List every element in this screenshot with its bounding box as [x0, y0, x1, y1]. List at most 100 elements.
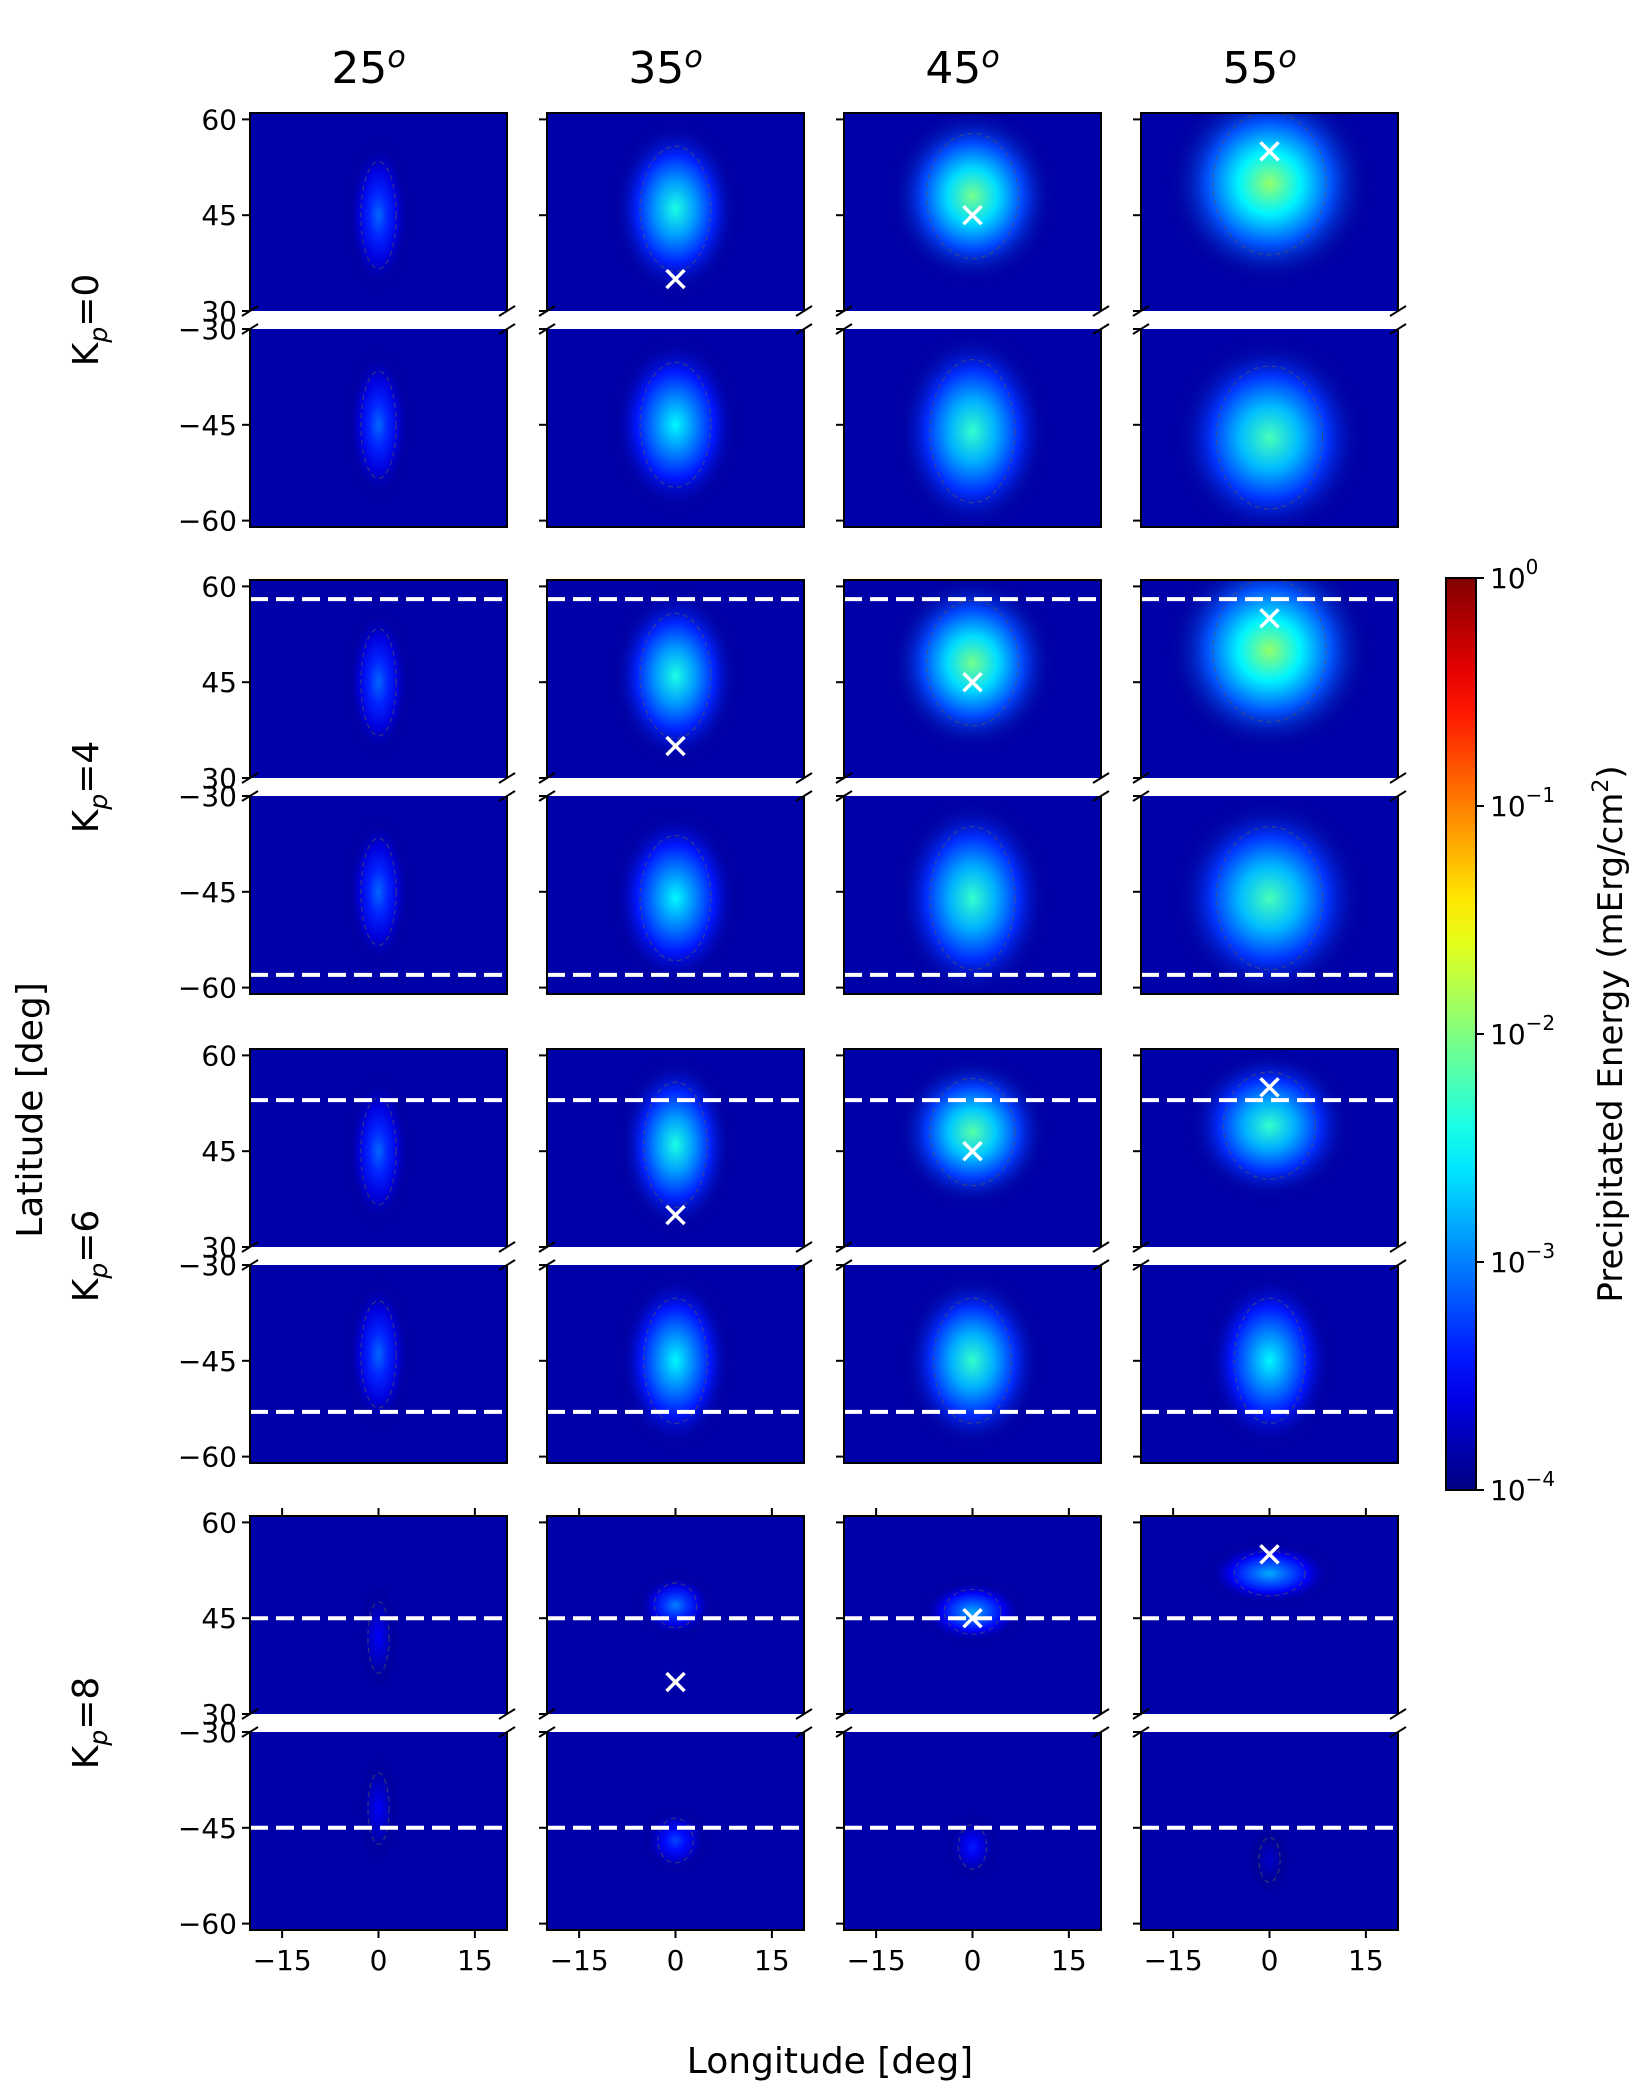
contour-line: [360, 370, 397, 480]
axis-break-mark: [1389, 1241, 1407, 1253]
y-tick-label: −45: [178, 1812, 237, 1845]
energy-blob: [346, 605, 411, 759]
axis-break-mark: [795, 305, 813, 317]
contour-line: [360, 627, 397, 737]
heatmap-panel: [1132, 112, 1407, 528]
colorbar-tick-label: 10−2: [1490, 1011, 1555, 1051]
axis-break-mark: [498, 1708, 516, 1720]
axis-break-mark: [1389, 790, 1407, 802]
axis-break-mark: [795, 1708, 813, 1720]
source-marker: [665, 735, 686, 757]
y-tick-label: 45: [201, 666, 237, 699]
source-marker: [665, 1671, 686, 1693]
axis-break-mark: [498, 1241, 516, 1253]
source-marker: [665, 268, 686, 290]
contour-line: [360, 837, 397, 947]
heatmap-panel: 60 45 30−30 −45 −60: [178, 103, 516, 538]
source-marker: [1259, 1077, 1280, 1098]
contour-line: [657, 1817, 694, 1864]
contour-line: [360, 160, 397, 270]
axis-break-mark: [1092, 323, 1110, 335]
energy-blob: [346, 138, 411, 292]
y-tick-label: −60: [178, 972, 237, 1005]
source-marker: [1259, 141, 1280, 162]
y-tick-label: 60: [201, 570, 237, 603]
heatmap-panel: 60 45 30−30 −45 −60 −15 0 15: [178, 1506, 516, 1977]
energy-blob: [889, 113, 1056, 286]
panel-frame-south: [843, 1265, 1102, 1464]
axis-break-mark: [795, 323, 813, 335]
energy-blob: [359, 1757, 398, 1860]
x-tick-label: −15: [253, 1944, 312, 1977]
axis-break-mark: [1092, 305, 1110, 317]
axis-break-mark: [1092, 1726, 1110, 1738]
axis-break-mark: [1092, 1708, 1110, 1720]
x-tick-label: 0: [370, 1944, 388, 1977]
colorbar: [1445, 577, 1477, 1491]
y-tick-label: −30: [178, 313, 237, 346]
contour-line: [1215, 365, 1324, 510]
panel-frame-south: [249, 329, 508, 528]
y-tick-label: −45: [178, 409, 237, 442]
panel-frame-south: [249, 1265, 508, 1464]
axis-break-mark: [498, 790, 516, 802]
panel-frame-south: [1140, 1265, 1399, 1464]
axis-break-mark: [1389, 1726, 1407, 1738]
heatmap-panel: [835, 1048, 1110, 1464]
axis-break-mark: [498, 1259, 516, 1271]
x-tick-label: −15: [847, 1944, 906, 1977]
axis-break-mark: [795, 790, 813, 802]
y-tick-label: −60: [178, 1908, 237, 1941]
contour-line: [639, 361, 712, 489]
axis-break-mark: [498, 772, 516, 784]
energy-blob: [946, 1815, 999, 1879]
energy-blob: [611, 119, 740, 299]
heatmap-panel: 60 45 30−30 −45 −60: [178, 570, 516, 1005]
colorbar-tick-label: 10−3: [1490, 1239, 1555, 1279]
y-tick-label: −45: [178, 1345, 237, 1378]
heatmap-panel: −15 0 15: [1132, 1508, 1407, 1977]
contour-line: [1233, 1550, 1306, 1597]
x-tick-label: −15: [1144, 1944, 1203, 1977]
energy-blob: [895, 1055, 1050, 1209]
colorbar-tick-label: 10−4: [1490, 1467, 1555, 1507]
panel-frame-south: [546, 329, 805, 528]
axis-break-mark: [498, 1726, 516, 1738]
contour-line: [929, 1077, 1016, 1187]
axis-break-mark: [795, 1726, 813, 1738]
x-tick-label: 15: [457, 1944, 493, 1977]
heatmap-panel: 60 45 30−30 −45 −60: [178, 1039, 516, 1474]
row-label: Kp=6: [66, 1210, 113, 1303]
axis-break-mark: [1389, 1259, 1407, 1271]
y-tick-label: −30: [178, 1716, 237, 1749]
y-tick-label: 30: [201, 1231, 237, 1264]
heatmap-panel: [835, 112, 1110, 528]
x-tick-label: 15: [1348, 1944, 1384, 1977]
axis-break-mark: [1389, 305, 1407, 317]
y-tick-label: −45: [178, 876, 237, 909]
energy-blob: [889, 580, 1056, 753]
contour-line: [1215, 826, 1324, 971]
contour-line: [943, 1588, 1002, 1635]
heatmap-panel: [538, 1048, 813, 1464]
panel-frame-north: [249, 579, 508, 778]
contour-line: [933, 1297, 1012, 1424]
contour-line: [929, 826, 1016, 971]
contour-line: [929, 359, 1016, 504]
heatmap-panel: [538, 112, 813, 528]
energy-blob: [643, 1808, 708, 1873]
panel-frame-north: [546, 579, 805, 778]
energy-blob: [611, 808, 740, 988]
contour-line: [360, 1096, 397, 1206]
contour-line: [957, 1824, 988, 1870]
x-tick-label: 15: [1051, 1944, 1087, 1977]
energy-blob: [346, 1074, 411, 1228]
axis-break-mark: [1092, 772, 1110, 784]
energy-blob: [1173, 335, 1366, 527]
axis-break-mark: [1389, 772, 1407, 784]
panel-frame-north: [1140, 579, 1399, 778]
energy-blob: [1185, 1049, 1354, 1203]
y-tick-label: 45: [201, 199, 237, 232]
energy-blob: [895, 329, 1050, 527]
